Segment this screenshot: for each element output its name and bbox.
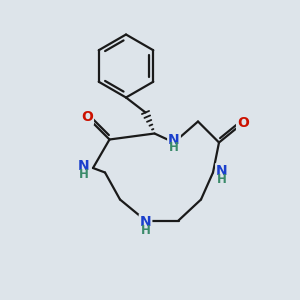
Text: N: N [216,164,228,178]
Text: N: N [140,215,151,229]
Text: O: O [237,116,249,130]
Text: O: O [81,110,93,124]
Text: H: H [79,168,89,182]
Text: N: N [168,133,180,146]
Text: H: H [141,224,150,237]
Text: N: N [78,160,90,173]
Text: H: H [169,141,179,154]
Text: H: H [217,173,227,186]
